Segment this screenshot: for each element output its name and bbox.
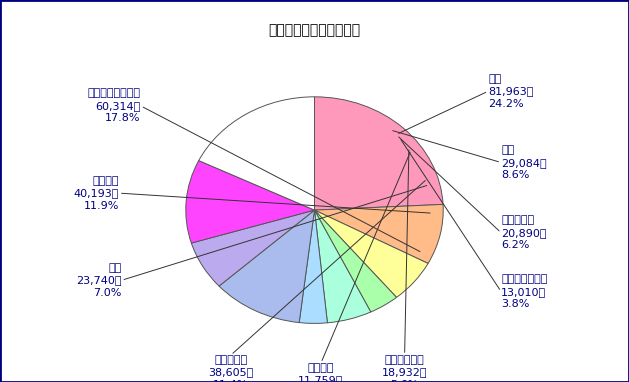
Text: 教育
23,740円
7.0%: 教育 23,740円 7.0%	[76, 263, 121, 298]
Text: 被服及び履物
18,932円
5.6%: 被服及び履物 18,932円 5.6%	[382, 355, 427, 382]
Wedge shape	[191, 210, 314, 286]
Text: その他の消費支出
60,314円
17.8%: その他の消費支出 60,314円 17.8%	[87, 89, 141, 123]
Wedge shape	[314, 97, 443, 210]
Text: 食料
81,963円
24.2%: 食料 81,963円 24.2%	[488, 74, 533, 108]
Wedge shape	[186, 160, 314, 243]
Text: 消費支出の費目別構成比: 消費支出の費目別構成比	[269, 23, 360, 37]
Text: 家具・家事用品
13,010円
3.8%: 家具・家事用品 13,010円 3.8%	[501, 274, 547, 309]
Wedge shape	[314, 210, 428, 297]
Text: 保健医療
11,759円
3.5%: 保健医療 11,759円 3.5%	[298, 363, 343, 382]
Wedge shape	[199, 97, 314, 210]
Wedge shape	[219, 210, 314, 322]
Wedge shape	[314, 204, 443, 264]
Wedge shape	[314, 210, 396, 312]
Text: 教養娯楽
40,193円
11.9%: 教養娯楽 40,193円 11.9%	[74, 176, 119, 210]
Wedge shape	[314, 210, 370, 323]
Wedge shape	[299, 210, 328, 324]
Text: 住居
29,084円
8.6%: 住居 29,084円 8.6%	[501, 145, 547, 180]
Text: 光熱・水道
20,890円
6.2%: 光熱・水道 20,890円 6.2%	[501, 215, 547, 250]
Text: 交通・通信
38,605円
11.4%: 交通・通信 38,605円 11.4%	[208, 355, 253, 382]
